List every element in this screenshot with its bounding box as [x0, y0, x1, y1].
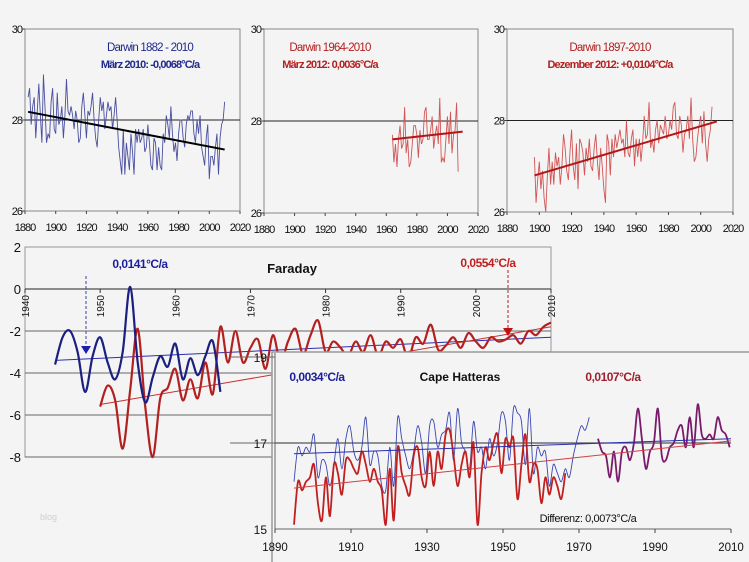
x-tick-label: 2000	[437, 224, 458, 236]
x-tick-label: 1900	[529, 223, 550, 235]
x-tick-label: 1880	[254, 224, 275, 236]
trend-annotation-red: 0,0107°C/a	[585, 370, 641, 384]
x-tick-label: 1990	[642, 542, 668, 554]
x-tick-label: 1960	[626, 223, 647, 235]
x-tick-label: 1940	[21, 295, 32, 318]
series-line-purple	[597, 403, 731, 483]
chart-subtitle: März 2012: 0,0036°C/a	[282, 59, 379, 71]
x-tick-label: 1910	[338, 542, 364, 554]
x-tick-label: 2000	[472, 295, 483, 318]
x-tick-label: 2000	[690, 223, 711, 235]
chart-darwin-1964: 26 28 30 1880 1900 1920 1940 1960 1980 2000 2020 Da…	[251, 24, 490, 236]
y-tick-label: 26	[494, 207, 505, 219]
x-tick-label: 1920	[76, 222, 97, 234]
x-tick-label: 1890	[262, 542, 288, 554]
y-tick-label: 2	[14, 240, 21, 255]
x-tick-label: 1960	[138, 222, 159, 234]
x-tick-label: 1930	[414, 542, 440, 554]
y-tick-label: 17	[254, 437, 268, 451]
x-tick-label: 1980	[322, 295, 333, 318]
chart-darwin-1897: 26 28 30 1880 1900 1920 1940 1960 1980 2000 2020 Da…	[494, 24, 745, 235]
x-tick-label: 1880	[497, 223, 518, 235]
x-tick-label: 1980	[407, 224, 428, 236]
chart-title: Cape Hatteras	[420, 370, 501, 384]
y-tick-label: 28	[251, 116, 262, 128]
x-tick-label: 2020	[723, 223, 744, 235]
y-tick-label: -2	[9, 324, 21, 339]
y-tick-label: -4	[9, 366, 21, 381]
trend-line	[27, 110, 225, 151]
arrow-head-blue	[81, 346, 91, 354]
watermark: blog	[40, 512, 58, 522]
chart-title: Faraday	[267, 261, 318, 276]
x-tick-label: 1920	[561, 223, 582, 235]
difference-note: Differenz: 0,0073°C/a	[540, 513, 638, 525]
series-line	[533, 97, 713, 213]
chart-subtitle: Dezember 2012: +0,0104°C/a	[547, 59, 674, 71]
series-line-blue	[293, 405, 590, 494]
y-tick-label: 30	[12, 24, 23, 36]
trend-line	[293, 438, 732, 455]
x-tick-label: 1950	[490, 542, 516, 554]
y-tick-label: 19	[254, 351, 268, 365]
x-tick-label: 2000	[199, 222, 220, 234]
x-tick-label: 1920	[315, 224, 336, 236]
x-tick-label: 1940	[107, 222, 128, 234]
y-tick-label: 26	[251, 208, 262, 220]
y-tick-label: -8	[9, 450, 21, 465]
series-line-red	[99, 318, 552, 459]
x-tick-label: 1990	[397, 295, 408, 318]
y-tick-label: 15	[254, 523, 268, 537]
trend-line	[293, 440, 732, 489]
x-tick-label: 1900	[45, 222, 66, 234]
x-tick-label: 1980	[168, 222, 189, 234]
x-tick-label: 1940	[594, 223, 615, 235]
x-tick-label: 1900	[284, 224, 305, 236]
x-tick-label: 2020	[230, 222, 251, 234]
x-tick-label: 1970	[566, 542, 592, 554]
chart-cape-hatteras: 15 17 19 1890 1910 1930 1950 1970 1990 2010 Cape H…	[230, 351, 749, 562]
trend-annotation-red: 0,0554°C/a	[460, 256, 516, 270]
chart-title: Darwin 1964-2010	[289, 42, 371, 54]
x-tick-label: 1940	[345, 224, 366, 236]
trend-line	[534, 120, 718, 177]
trend-annotation-blue: 0,0141°C/a	[112, 257, 168, 271]
x-tick-label: 1960	[171, 295, 182, 318]
trend-annotation-blue: 0,0034°C/a	[289, 370, 345, 384]
arrow-head-red	[503, 328, 513, 336]
x-tick-label: 1970	[246, 295, 257, 318]
chart-darwin-1882: 26 28 30 1880 1900 1920 1940 1960 1980 2000 2020 Da…	[12, 24, 252, 234]
inset-frame	[271, 351, 749, 562]
chart-title: Darwin 1897-2010	[569, 42, 651, 54]
x-tick-label: 1980	[658, 223, 679, 235]
y-tick-label: 30	[494, 24, 505, 36]
x-tick-label: 2010	[718, 542, 744, 554]
y-tick-label: 28	[494, 116, 505, 128]
x-tick-label: 2020	[468, 224, 489, 236]
chart-title: Darwin 1882 - 2010	[107, 42, 193, 54]
series-line-red	[293, 427, 567, 526]
series-line	[27, 74, 226, 180]
series-line-blue	[53, 285, 222, 404]
chart-subtitle: März 2010: -0,0068°C/a	[101, 59, 201, 71]
y-tick-label: -6	[9, 408, 21, 423]
y-tick-label: 30	[251, 24, 262, 36]
y-tick-label: 28	[12, 115, 23, 127]
trend-line	[392, 130, 463, 141]
y-tick-label: 26	[12, 206, 23, 218]
x-tick-label: 1960	[376, 224, 397, 236]
x-tick-label: 2010	[547, 295, 558, 318]
x-tick-label: 1950	[96, 295, 107, 318]
y-tick-label: 0	[14, 282, 21, 297]
x-tick-label: 1880	[15, 222, 36, 234]
